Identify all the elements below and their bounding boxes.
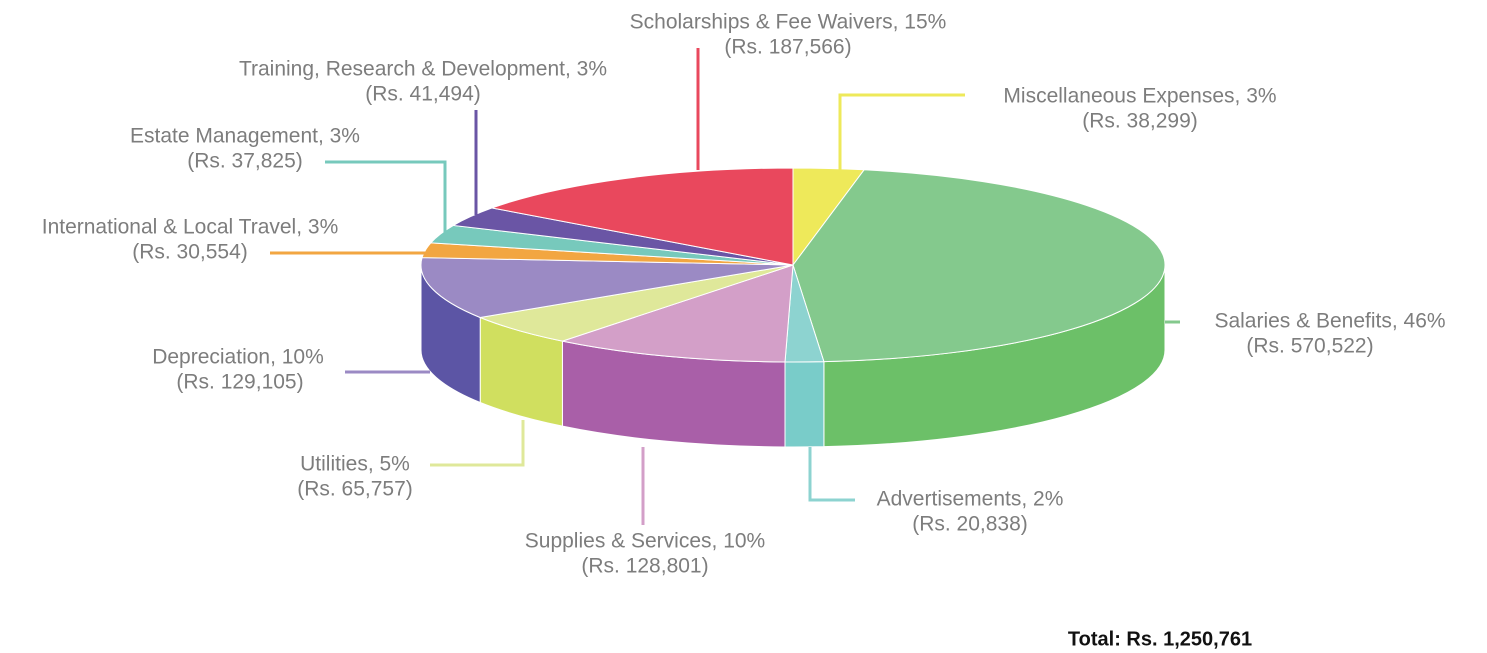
value-label: (Rs. 128,801): [581, 555, 708, 578]
value-label: (Rs. 37,825): [187, 150, 303, 173]
leader-line: [430, 420, 525, 467]
value-label: (Rs. 20,838): [912, 513, 1028, 536]
slice-label: Supplies & Services, 10%: [525, 530, 765, 553]
pie-side: [784, 361, 825, 448]
pie-slice: [490, 167, 794, 266]
labels: Miscellaneous Expenses, 3%(Rs. 38,299) Sa…: [42, 11, 1446, 578]
slice-label: Depreciation, 10%: [152, 346, 324, 369]
leader-line: [325, 160, 447, 235]
value-label: (Rs. 570,522): [1246, 335, 1373, 358]
slice-label: Estate Management, 3%: [130, 125, 360, 148]
slice-label: Utilities, 5%: [300, 453, 410, 476]
slice-label: International & Local Travel, 3%: [42, 216, 339, 239]
value-label: (Rs. 65,757): [297, 478, 413, 501]
slice-label: Scholarships & Fee Waivers, 15%: [630, 11, 947, 34]
pie-sides: [420, 264, 1166, 448]
value-label: (Rs. 30,554): [132, 241, 248, 264]
pie-tops: [420, 167, 1166, 363]
slice-label: Salaries & Benefits, 46%: [1214, 310, 1445, 333]
value-label: (Rs. 38,299): [1082, 110, 1198, 133]
value-label: (Rs. 187,566): [724, 36, 851, 59]
slice-label: Miscellaneous Expenses, 3%: [1003, 85, 1276, 108]
pie-slice: [792, 169, 1166, 363]
leader-line: [838, 93, 965, 175]
leader-line: [808, 447, 855, 502]
pie-slice: [560, 264, 794, 363]
pie-slice: [420, 257, 794, 319]
value-label: (Rs. 129,105): [176, 371, 303, 394]
slice-label: Advertisements, 2%: [877, 488, 1064, 511]
value-label: (Rs. 41,494): [365, 83, 481, 106]
slice-label: Training, Research & Development, 3%: [239, 58, 607, 81]
total-label: Total: Rs. 1,250,761: [1068, 628, 1252, 650]
